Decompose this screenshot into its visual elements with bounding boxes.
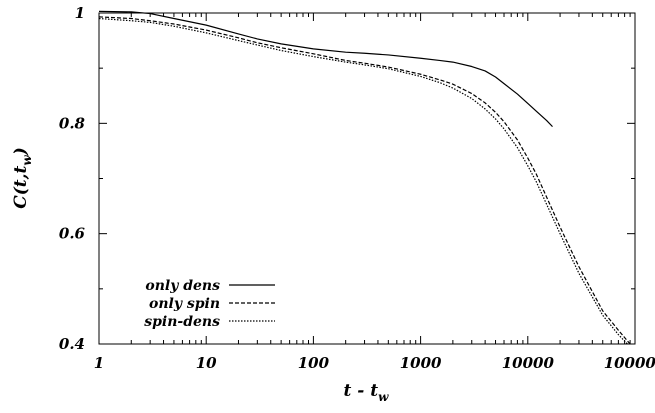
x-tick-label-0: 1: [94, 354, 104, 372]
series-line-only-spin: [98, 16, 631, 345]
y-tick-label-2: 0.8: [59, 114, 86, 132]
axis-ticks: [98, 12, 636, 345]
x-axis-title-main: t - t: [344, 381, 379, 401]
x-tick-label-2: 100: [298, 354, 330, 372]
y-axis-title: C(t,tw): [11, 147, 34, 209]
series-line-only-dens: [98, 10, 553, 128]
legend-label-spin-dens: spin-dens: [144, 314, 220, 330]
y-axis-title-tail: ): [11, 147, 31, 156]
x-tick-label-4: 10000: [502, 354, 555, 372]
y-tick-label-0: 0.4: [59, 335, 85, 353]
legend-label-only-dens: only dens: [145, 278, 220, 294]
x-axis-title-sub: w: [378, 390, 389, 404]
series-line-spin-dens: [98, 17, 628, 345]
y-axis-title-sub: w: [20, 155, 34, 166]
x-tick-label-1: 10: [196, 354, 217, 372]
y-tick-label-3: 1: [75, 4, 85, 22]
y-tick-labels: 0.4 0.6 0.8 1: [59, 4, 86, 353]
legend-label-only-spin: only spin: [149, 296, 220, 312]
series-lines: [98, 10, 631, 345]
y-tick-label-1: 0.6: [59, 225, 86, 243]
x-tick-label-3: 1000: [400, 354, 442, 372]
y-axis-title-main: C(t,t: [11, 165, 31, 208]
legend: only dens only spin spin-dens: [144, 278, 275, 330]
x-axis-title: t - tw: [344, 381, 390, 404]
plot-frame: [98, 12, 636, 345]
